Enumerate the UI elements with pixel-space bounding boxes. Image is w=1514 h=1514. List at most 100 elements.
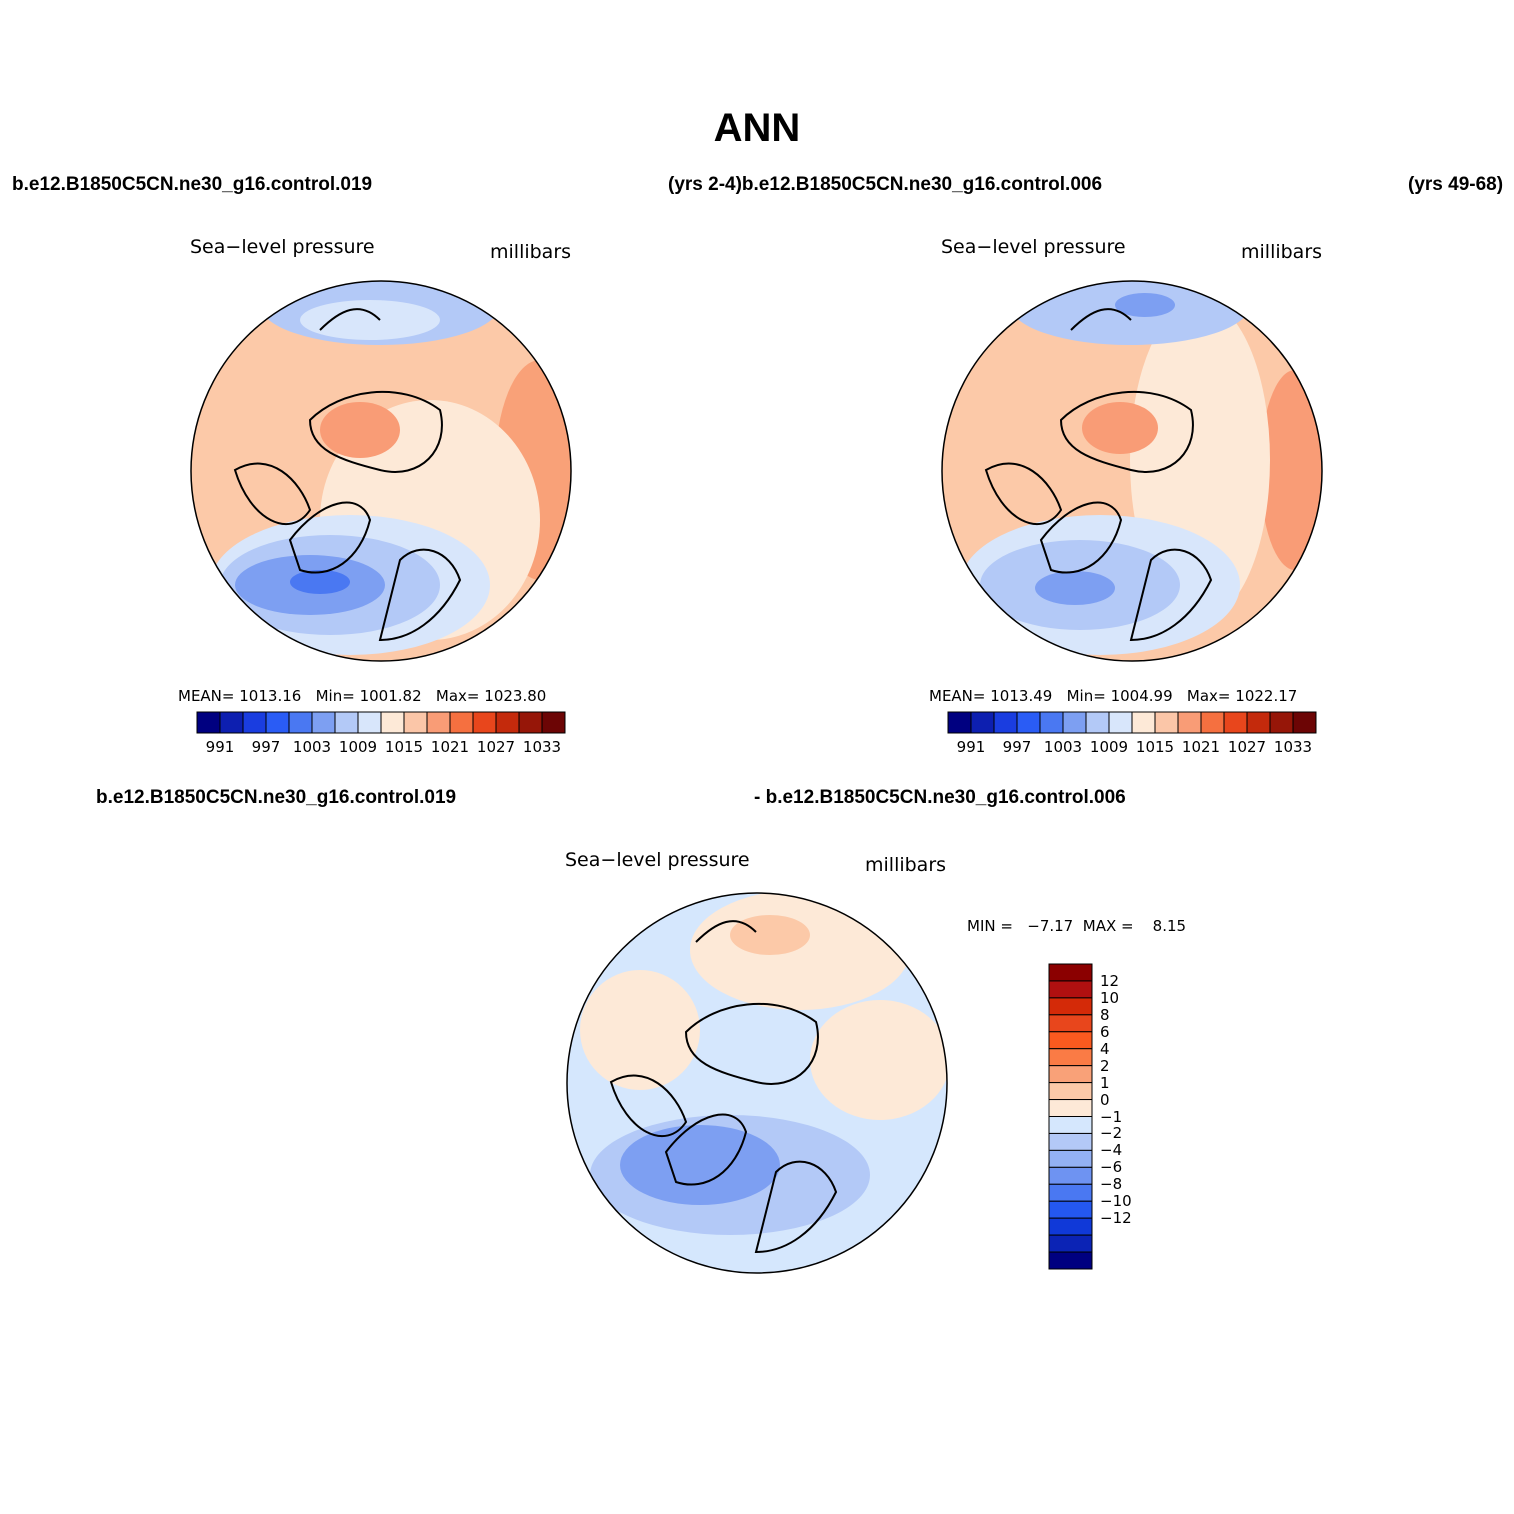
colorbar3-tick-label: 1 <box>1100 1073 1110 1092</box>
colorbar2-swatch <box>1177 711 1202 734</box>
map3-greenland <box>664 1113 748 1186</box>
colorbar2-swatch <box>1292 711 1317 734</box>
map1-icelandic-low <box>290 570 350 594</box>
colorbar1-swatch <box>219 711 244 734</box>
colorbar3-swatch <box>1048 1183 1093 1202</box>
figure-title: ANN <box>713 106 801 150</box>
map2-coastline-c <box>1070 308 1132 331</box>
colorbar2-tick-label: 1033 <box>1273 738 1313 756</box>
colorbar2-swatch <box>1085 711 1110 734</box>
panel3-units: millibars <box>865 854 947 876</box>
map3-east-positive <box>810 1000 947 1120</box>
colorbar3-tick-label: 6 <box>1100 1022 1110 1041</box>
map3-west-positive <box>580 970 700 1090</box>
panel1-stats: MEAN= 1013.16 Min= 1001.82 Max= 1023.80 <box>178 687 546 705</box>
colorbar1-swatch <box>472 711 497 734</box>
colorbar3-tick-label: 8 <box>1100 1005 1110 1024</box>
map3-coastline-b <box>684 1002 819 1085</box>
colorbar1-swatch <box>357 711 382 734</box>
colorbar3-tick-label: −10 <box>1100 1192 1132 1211</box>
colorbar3-tick-label: 0 <box>1100 1090 1110 1109</box>
panel2-mean-label: MEAN= <box>929 687 986 705</box>
colorbar1-swatch <box>265 711 290 734</box>
colorbar3-swatch <box>1048 1014 1093 1033</box>
panel2-max: 1022.17 <box>1235 687 1298 705</box>
colorbar1-swatch <box>311 711 336 734</box>
colorbar1-swatch <box>380 711 405 734</box>
colorbar2-swatch <box>1108 711 1133 734</box>
colorbar3-swatch <box>1048 1099 1093 1117</box>
panel2-stats: MEAN= 1013.49 Min= 1004.99 Max= 1022.17 <box>929 687 1297 705</box>
panel1-mean-label: MEAN= <box>178 687 235 705</box>
colorbar2-tick-label: 1027 <box>1227 738 1267 756</box>
colorbar1-tick-label: 1021 <box>430 738 470 756</box>
colorbar2-swatch <box>1246 711 1271 734</box>
colorbar3-swatch <box>1048 997 1093 1016</box>
panel3-variable: Sea−level pressure <box>565 849 750 871</box>
colorbar3-swatch <box>1048 1065 1093 1084</box>
colorbar2-tick-label: 1009 <box>1089 738 1129 756</box>
panel1-max-label: Max= <box>435 687 480 705</box>
colorbar1-tick-label: 997 <box>251 738 281 756</box>
colorbar2-tick-label: 1003 <box>1043 738 1083 756</box>
panel1-mean: 1013.16 <box>239 687 302 705</box>
map-panel1 <box>191 281 571 661</box>
map2-east-high <box>1260 370 1322 570</box>
map2-scandinavia <box>1129 548 1213 642</box>
panel2-mean: 1013.49 <box>990 687 1053 705</box>
colorbar3-swatch <box>1048 1082 1093 1101</box>
map2-border <box>941 280 1323 662</box>
map2-coastline-a <box>984 462 1063 526</box>
panel2-min: 1004.99 <box>1110 687 1173 705</box>
map1-arctic-high <box>320 402 400 458</box>
map-panel2 <box>942 281 1322 661</box>
colorbar2-swatch <box>1200 711 1225 734</box>
colorbar1-swatch <box>242 711 267 734</box>
colorbar1-swatch <box>196 711 221 734</box>
map2-greenland <box>1039 501 1123 574</box>
map2-coastline-b <box>1059 390 1194 473</box>
colorbar1-swatch <box>541 711 566 734</box>
colorbar3-swatch <box>1048 980 1093 999</box>
map1-pacific-low-edge <box>300 300 440 340</box>
colorbar3-tick-label: 2 <box>1100 1056 1110 1075</box>
panel2-units: millibars <box>1241 241 1323 263</box>
colorbar1-swatch <box>495 711 520 734</box>
colorbar1-tick-label: 1015 <box>384 738 424 756</box>
colorbar2-tick-label: 991 <box>956 738 986 756</box>
colorbar3-swatch <box>1048 1234 1093 1253</box>
colorbar-panel1 <box>196 711 566 734</box>
colorbar3-tick-label: −6 <box>1100 1158 1123 1177</box>
colorbar3-tick-label: 10 <box>1100 988 1120 1007</box>
colorbar3-tick-label: −8 <box>1100 1175 1123 1194</box>
map2-icelandic-low <box>1035 571 1115 605</box>
colorbar1-swatch <box>518 711 543 734</box>
map3-coastline-c <box>695 920 757 943</box>
colorbar3-swatch <box>1048 1116 1093 1134</box>
map1-coastline-a <box>233 462 312 526</box>
colorbar3-swatch <box>1048 1200 1093 1219</box>
map2-pacific-low-inner <box>1115 293 1175 317</box>
colorbar1-tick-label: 1009 <box>338 738 378 756</box>
colorbar1-tick-label: 1033 <box>522 738 562 756</box>
map3-scandinavia <box>754 1160 838 1254</box>
colorbar3-swatch <box>1048 1048 1093 1067</box>
colorbar3-tick-label: 4 <box>1100 1039 1110 1058</box>
colorbar3-swatch <box>1048 1251 1093 1270</box>
colorbar1-swatch <box>403 711 428 734</box>
colorbar1-swatch <box>426 711 451 734</box>
panel1-min: 1001.82 <box>359 687 422 705</box>
colorbar2-swatch <box>1016 711 1041 734</box>
colorbar2-swatch <box>947 711 972 734</box>
colorbar3-swatch <box>1048 1217 1093 1236</box>
map1-scandinavia <box>378 548 462 642</box>
map1-coastline-c <box>319 308 381 331</box>
colorbar3-tick-label: −12 <box>1100 1209 1132 1228</box>
map1-border <box>190 280 572 662</box>
panel2-variable: Sea−level pressure <box>941 236 1126 258</box>
case-label-mid: (yrs 2-4)b.e12.B1850C5CN.ne30_g16.contro… <box>668 174 1103 195</box>
panel3-min-label: MIN = <box>967 917 1013 935</box>
colorbar3-swatch <box>1048 1149 1093 1168</box>
diff-case-left: b.e12.B1850C5CN.ne30_g16.control.019 <box>96 787 457 808</box>
